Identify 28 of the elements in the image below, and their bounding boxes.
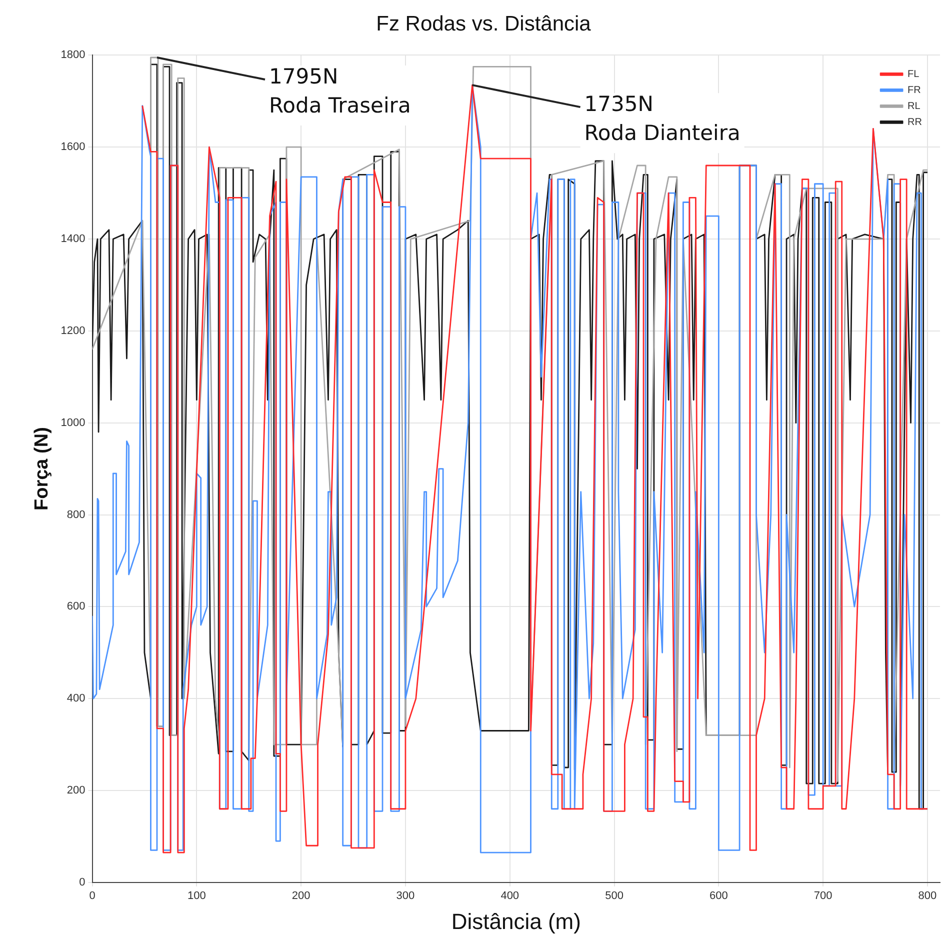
chart-title: Fz Rodas vs. Distância [376, 12, 592, 36]
x-tick-label: 800 [918, 890, 937, 902]
x-tick-label: 600 [709, 890, 728, 902]
x-tick-label: 200 [292, 890, 310, 902]
annotation: 1795N Roda Traseira [269, 64, 411, 118]
y-tick-label: 0 [79, 876, 86, 888]
x-tick-label: 100 [187, 890, 206, 902]
y-tick-label: 600 [66, 600, 86, 613]
legend-label: RR [908, 116, 922, 128]
x-tick-label: 400 [500, 890, 520, 902]
y-tick-label: 400 [66, 692, 86, 705]
legend-label: FR [908, 84, 921, 96]
x-axis-title: Distância (m) [451, 908, 581, 934]
y-axis-title: Força (N) [32, 427, 53, 511]
legend-label: RL [908, 100, 921, 112]
y-tick-label: 200 [66, 784, 86, 797]
x-tick-label: 0 [89, 890, 96, 902]
y-tick-label: 1600 [60, 141, 86, 154]
legend-label: FL [908, 68, 920, 80]
y-tick-label: 800 [66, 508, 86, 521]
y-tick-label: 1800 [60, 49, 86, 62]
y-tick-label: 1200 [60, 324, 86, 337]
x-tick-label: 500 [605, 890, 624, 902]
y-tick-label: 1000 [60, 416, 86, 429]
annotation: 1735N Roda Dianteira [584, 92, 740, 146]
x-tick-label: 300 [396, 890, 415, 902]
x-tick-label: 700 [814, 890, 832, 902]
y-tick-label: 1400 [60, 233, 86, 246]
